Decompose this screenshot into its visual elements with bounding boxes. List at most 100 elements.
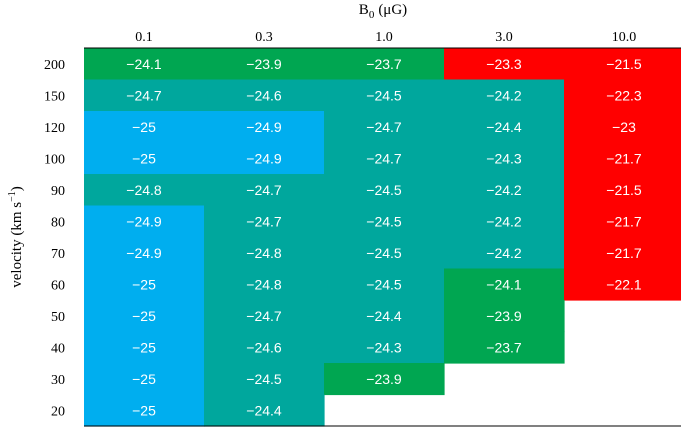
y-tick-label: 40 — [51, 341, 65, 356]
x-tick-label: 0.3 — [255, 30, 273, 45]
cell-value: −24.5 — [366, 182, 402, 198]
cell-value: −24.3 — [486, 150, 522, 166]
heatmap-cell — [324, 142, 445, 175]
cell-value: −21.7 — [606, 150, 642, 166]
heatmap-cell — [444, 142, 565, 175]
x-axis-title-main: B — [359, 2, 369, 18]
cell-value: −23.3 — [486, 56, 522, 72]
cell-value: −24.9 — [246, 119, 282, 135]
heatmap-cell — [204, 237, 325, 270]
y-tick-label: 90 — [51, 184, 65, 199]
cell-value: −24.8 — [246, 276, 282, 292]
heatmap-cell — [84, 48, 205, 81]
heatmap-cell — [84, 268, 205, 301]
cell-value: −24.5 — [366, 245, 402, 261]
x-tick-label: 10.0 — [612, 30, 637, 45]
heatmap-cell — [84, 111, 205, 144]
heatmap-cell — [204, 331, 325, 364]
cell-value: −24.4 — [486, 119, 522, 135]
cell-value: −22.1 — [606, 276, 642, 292]
cell-value: −24.9 — [126, 245, 162, 261]
cell-value: −24.3 — [366, 339, 402, 355]
cell-value: −24.5 — [246, 371, 282, 387]
y-axis-title-close: ) — [9, 186, 25, 191]
heatmap-cell — [84, 79, 205, 112]
cell-value: −21.5 — [606, 182, 642, 198]
cell-value: −24.6 — [246, 87, 282, 103]
cell-value: −24.7 — [246, 213, 282, 229]
cell-value: −24.2 — [486, 245, 522, 261]
y-axis-title: velocity (km s−1) — [7, 186, 25, 287]
cell-value: −24.1 — [486, 276, 522, 292]
cell-value: −24.7 — [366, 119, 402, 135]
x-tick-label: 0.1 — [135, 30, 153, 45]
cell-value: −24.2 — [486, 213, 522, 229]
heatmap-cells — [84, 48, 681, 427]
heatmap-cell — [84, 237, 205, 270]
cell-value: −25 — [132, 119, 156, 135]
y-tick-label: 80 — [51, 215, 65, 230]
heatmap-cell — [324, 79, 445, 112]
y-tick-label: 100 — [44, 152, 65, 167]
y-tick-label: 20 — [51, 404, 65, 419]
cell-value-labels: −24.1 −23.9 −23.7 −23.3 −21.5 −24.7 −24.6 −24.5… — [126, 56, 642, 419]
heatmap-cell — [204, 142, 325, 175]
cell-value: −25 — [132, 339, 156, 355]
heatmap-cell — [84, 174, 205, 207]
x-tick-label: 3.0 — [495, 30, 513, 45]
y-tick-label: 30 — [51, 373, 65, 388]
heatmap-cell — [444, 174, 565, 207]
cell-value: −24.8 — [246, 245, 282, 261]
heatmap-cell — [204, 363, 325, 396]
heatmap-cell — [324, 268, 445, 301]
heatmap-cell — [444, 237, 565, 270]
heatmap-cell — [444, 79, 565, 112]
heatmap-cell — [324, 111, 445, 144]
cell-value: −25 — [132, 308, 156, 324]
heatmap-cell — [564, 142, 681, 175]
heatmap-cell — [564, 79, 681, 112]
heatmap-cell — [564, 268, 681, 301]
heatmap-cell — [204, 48, 325, 81]
x-tick-label: 1.0 — [375, 30, 393, 45]
cell-value: −24.8 — [126, 182, 162, 198]
heatmap-cell — [564, 237, 681, 270]
cell-value: −23.9 — [366, 371, 402, 387]
heatmap-cell — [444, 331, 565, 364]
cell-value: −24.9 — [246, 150, 282, 166]
heatmap-cell — [84, 331, 205, 364]
heatmap-cell — [564, 174, 681, 207]
cell-value: −24.5 — [366, 276, 402, 292]
y-tick-label: 60 — [51, 278, 65, 293]
y-axis-title-main: velocity (km s — [9, 202, 25, 288]
heatmap-cell — [204, 300, 325, 333]
heatmap-cell — [444, 300, 565, 333]
y-tick-label: 70 — [51, 247, 65, 262]
cell-value: −24.7 — [246, 308, 282, 324]
heatmap-cell — [324, 237, 445, 270]
cell-value: −25 — [132, 402, 156, 418]
cell-value: −21.5 — [606, 56, 642, 72]
cell-value: −24.7 — [366, 150, 402, 166]
cell-value: −23.9 — [486, 308, 522, 324]
cell-value: −23.7 — [486, 339, 522, 355]
cell-value: −24.9 — [126, 213, 162, 229]
heatmap-cell — [204, 111, 325, 144]
cell-value: −22.3 — [606, 87, 642, 103]
cell-value: −24.6 — [246, 339, 282, 355]
heatmap-cell — [324, 205, 445, 238]
cell-value: −23 — [612, 119, 636, 135]
cell-value: −25 — [132, 371, 156, 387]
cell-value: −24.2 — [486, 87, 522, 103]
x-axis-title: B0 (μG) — [359, 2, 407, 21]
y-tick-label: 150 — [44, 89, 65, 104]
heatmap-cell — [564, 111, 681, 144]
y-tick-labels: 200 150 120 100 90 80 70 60 50 40 30 20 — [44, 58, 65, 420]
heatmap-cell — [324, 363, 445, 396]
heatmap-cell — [444, 268, 565, 301]
cell-value: −25 — [132, 150, 156, 166]
heatmap-cell — [564, 48, 681, 81]
heatmap-cell — [84, 394, 205, 427]
cell-value: −21.7 — [606, 245, 642, 261]
